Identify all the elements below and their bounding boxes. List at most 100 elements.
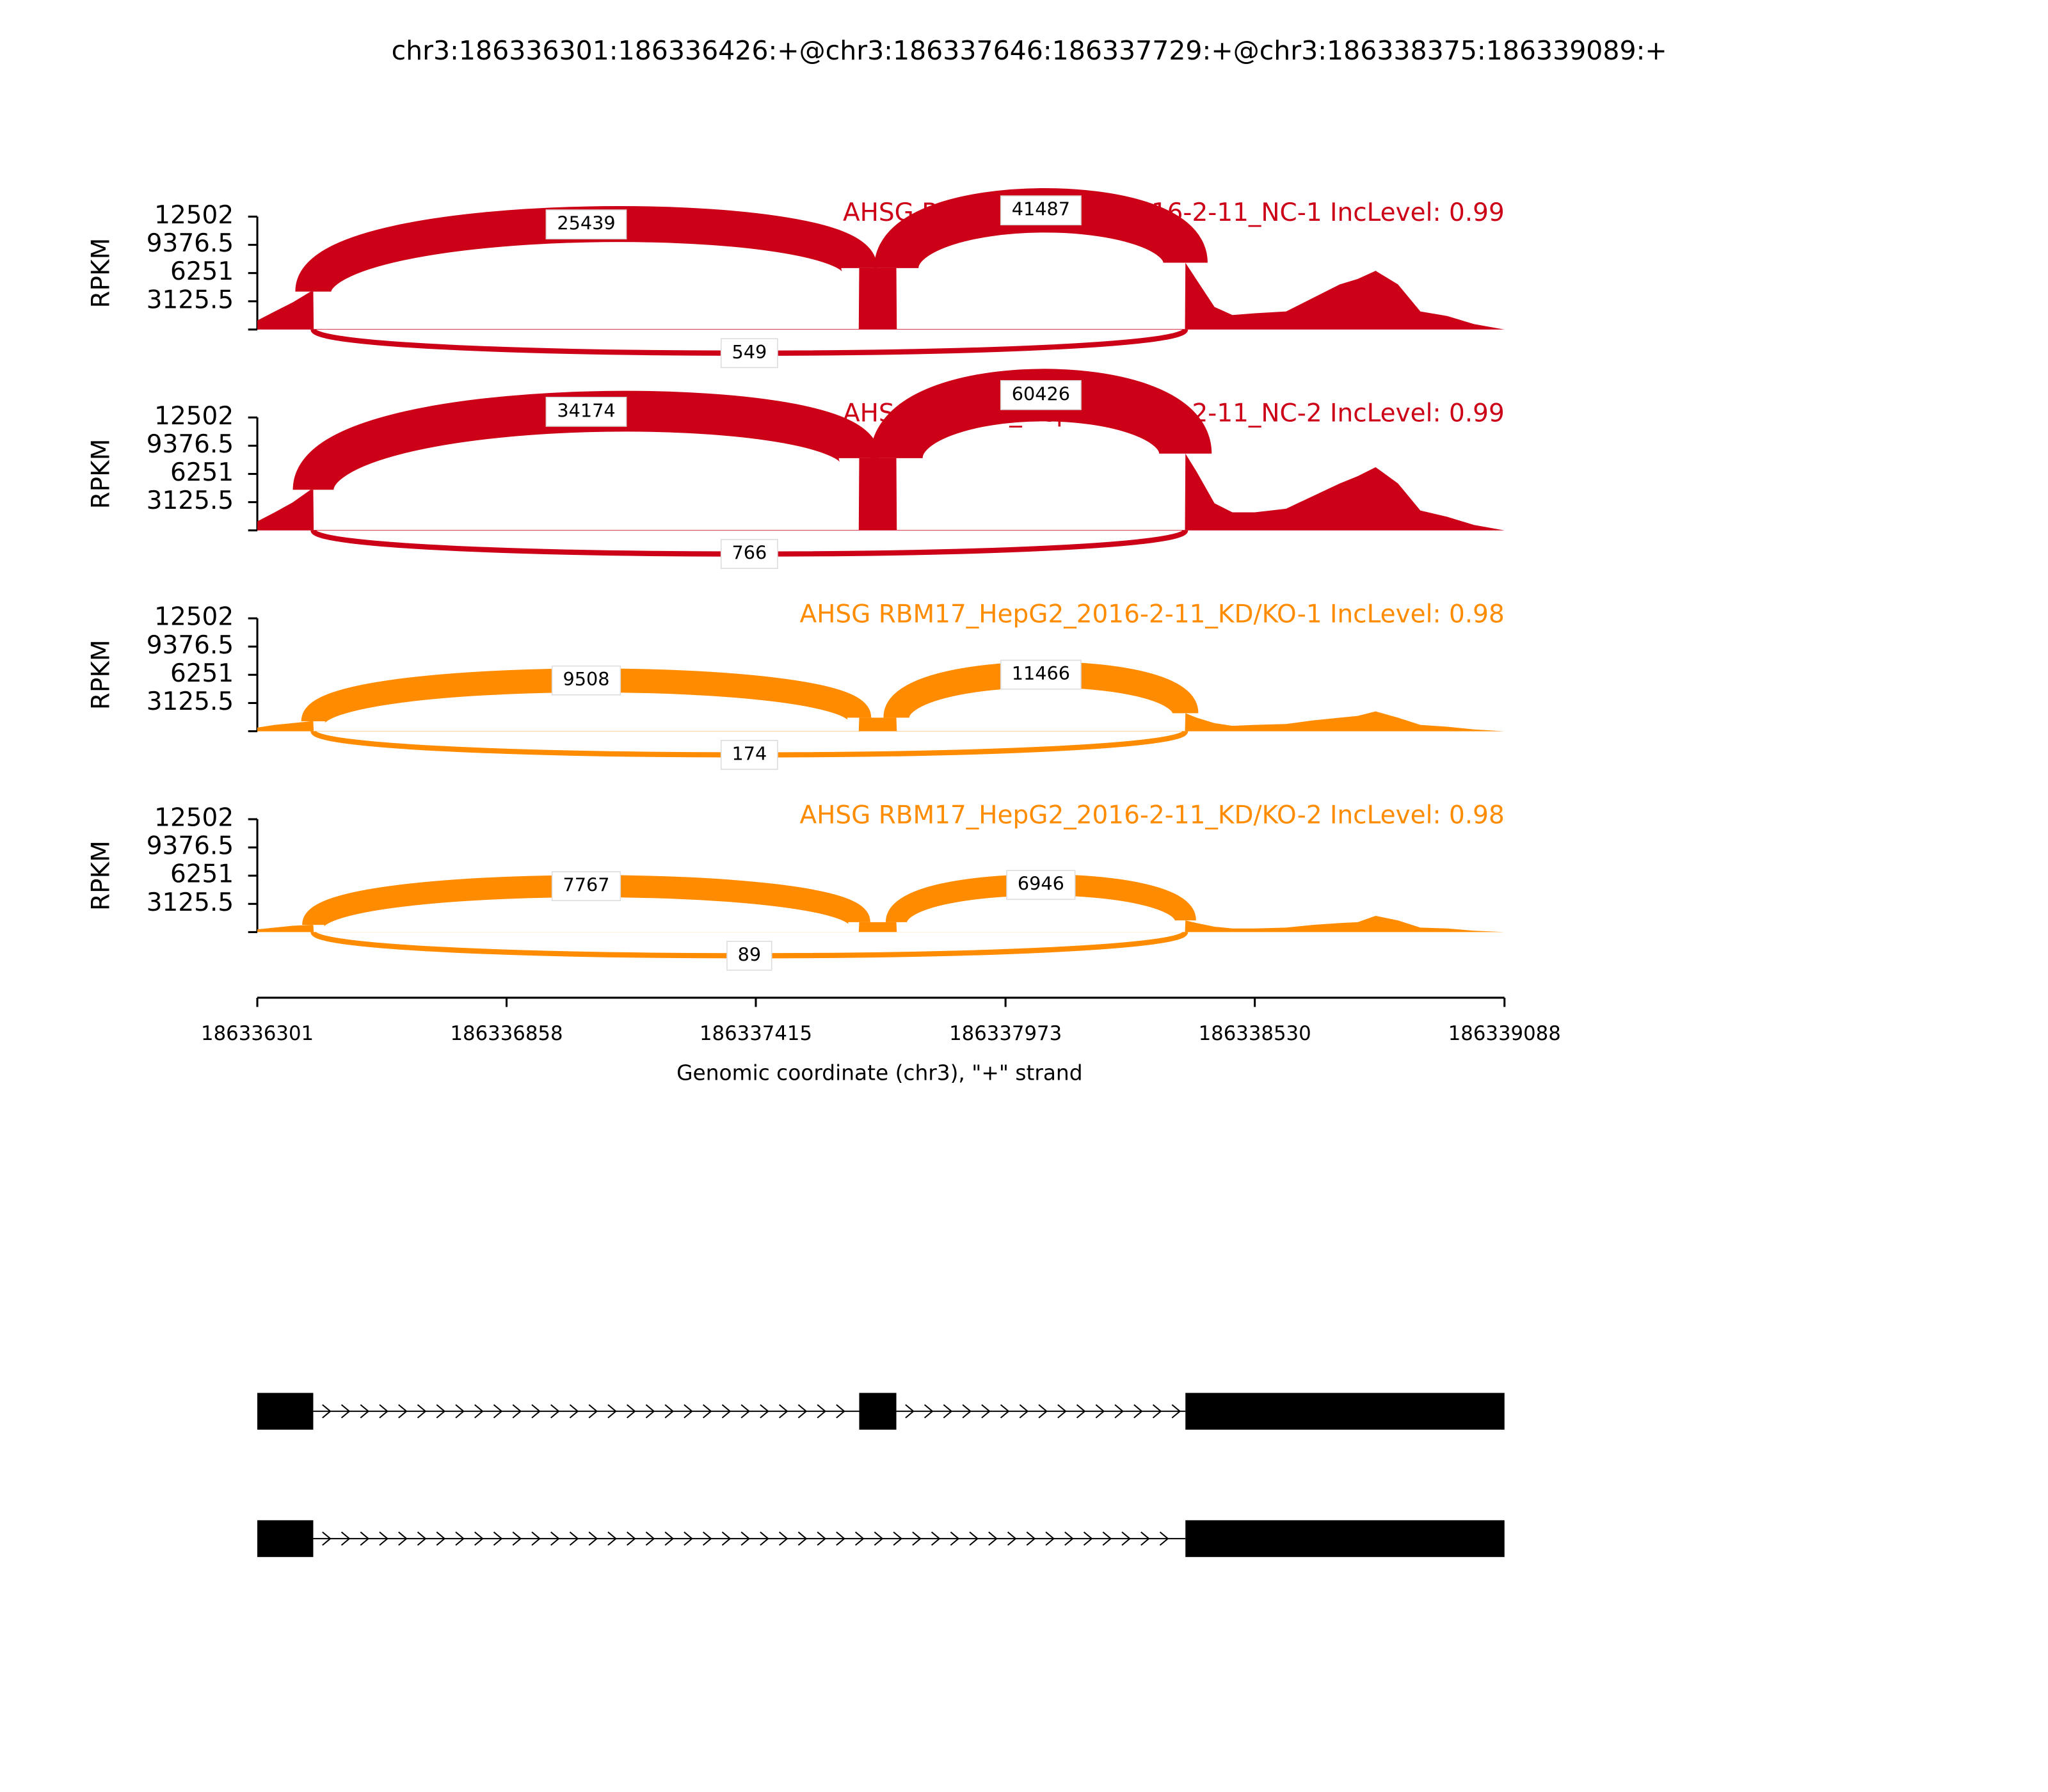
coverage-area <box>257 916 1505 932</box>
junction-label: 9508 <box>563 668 609 690</box>
junction-label: 766 <box>732 542 767 564</box>
strand-chevron <box>836 1404 845 1419</box>
junction-label-box <box>551 665 621 696</box>
strand-chevron <box>950 1532 960 1546</box>
junction-label-box <box>1000 659 1082 690</box>
strand-chevron <box>493 1532 503 1546</box>
strand-chevron <box>943 1404 953 1419</box>
strand-chevron <box>512 1532 522 1546</box>
exon <box>859 1393 897 1430</box>
coverage-area <box>257 711 1505 732</box>
strand-chevron <box>703 1532 712 1546</box>
strand-chevron <box>1121 1532 1131 1546</box>
strand-chevron <box>340 1404 351 1419</box>
strand-chevron <box>664 1532 675 1546</box>
strand-chevron <box>1000 1404 1010 1419</box>
strand-chevron <box>684 1532 693 1546</box>
strand-chevron <box>379 1404 388 1419</box>
strand-chevron <box>436 1404 446 1419</box>
strand-chevron <box>1140 1532 1150 1546</box>
strand-chevron <box>379 1532 388 1546</box>
strand-chevron <box>455 1532 465 1546</box>
junction-label: 6946 <box>1018 873 1064 895</box>
junction-label: 34174 <box>557 399 615 421</box>
y-tick-label: 9376.5 <box>147 229 234 258</box>
strand-chevron <box>1102 1532 1112 1546</box>
junction-label: 41487 <box>1012 198 1070 220</box>
strand-chevron <box>417 1404 427 1419</box>
junction-label-box <box>720 539 778 570</box>
y-tick-label: 3125.5 <box>147 687 234 716</box>
strand-chevron <box>1038 1404 1048 1419</box>
strand-chevron <box>1064 1532 1074 1546</box>
strand-chevron <box>874 1532 884 1546</box>
strand-chevron <box>740 1404 751 1419</box>
strand-chevron <box>531 1532 541 1546</box>
strand-chevron <box>322 1404 332 1419</box>
x-tick-label: 186339088 <box>1448 1022 1561 1045</box>
strand-chevron <box>962 1404 972 1419</box>
y-tick-label: 12502 <box>154 804 234 833</box>
strand-chevron <box>664 1404 675 1419</box>
strand-chevron <box>550 1532 560 1546</box>
strand-chevron <box>893 1532 903 1546</box>
strand-chevron <box>1057 1404 1067 1419</box>
strand-chevron <box>740 1532 751 1546</box>
y-tick-label: 3125.5 <box>147 486 234 515</box>
y-tick-label: 9376.5 <box>147 430 234 459</box>
strand-chevron <box>1026 1532 1036 1546</box>
strand-chevron <box>854 1532 865 1546</box>
strand-chevron <box>340 1532 351 1546</box>
strand-chevron <box>1114 1404 1124 1419</box>
strand-chevron <box>645 1532 655 1546</box>
strand-chevron <box>817 1532 827 1546</box>
x-tick-label: 186338530 <box>1199 1022 1311 1045</box>
junction-label-box <box>720 338 778 369</box>
strand-chevron <box>569 1532 579 1546</box>
exon <box>1185 1393 1505 1430</box>
junction-label-box <box>726 940 772 971</box>
coverage-area <box>257 262 1505 330</box>
strand-chevron <box>474 1404 484 1419</box>
y-tick-label: 6251 <box>170 659 234 688</box>
strand-chevron <box>1076 1404 1086 1419</box>
junction-label: 25439 <box>557 212 615 234</box>
junction-label-box <box>551 871 621 902</box>
strand-chevron <box>627 1532 636 1546</box>
junction-label: 174 <box>732 742 767 764</box>
junction-label: 7767 <box>563 874 609 896</box>
y-tick-label: 6251 <box>170 860 234 889</box>
strand-chevron <box>1045 1532 1055 1546</box>
exon <box>257 1393 314 1430</box>
junction-label-box <box>1000 195 1082 226</box>
strand-chevron <box>703 1404 712 1419</box>
strand-chevron <box>627 1404 636 1419</box>
junction-label-box <box>1006 870 1076 900</box>
strand-chevron <box>607 1404 617 1419</box>
y-tick-label: 6251 <box>170 458 234 487</box>
strand-chevron <box>981 1404 991 1419</box>
strand-chevron <box>550 1404 560 1419</box>
strand-chevron <box>1159 1532 1169 1546</box>
y-tick-label: 12502 <box>154 201 234 230</box>
strand-chevron <box>1171 1404 1181 1419</box>
strand-chevron <box>912 1532 922 1546</box>
junction-label: 11466 <box>1012 662 1070 684</box>
junction-label: 89 <box>738 943 762 965</box>
strand-chevron <box>760 1532 769 1546</box>
y-axis-label: RPKM <box>86 639 115 710</box>
strand-chevron <box>360 1532 370 1546</box>
strand-chevron <box>569 1404 579 1419</box>
strand-chevron <box>474 1532 484 1546</box>
strand-chevron <box>531 1404 541 1419</box>
strand-chevron <box>779 1532 788 1546</box>
y-tick-label: 12502 <box>154 402 234 431</box>
strand-chevron <box>779 1404 788 1419</box>
strand-chevron <box>721 1532 732 1546</box>
strand-chevron <box>436 1532 446 1546</box>
y-tick-label: 6251 <box>170 257 234 286</box>
junction-label-box <box>545 397 627 427</box>
y-tick-label: 12502 <box>154 603 234 632</box>
strand-chevron <box>1083 1532 1093 1546</box>
